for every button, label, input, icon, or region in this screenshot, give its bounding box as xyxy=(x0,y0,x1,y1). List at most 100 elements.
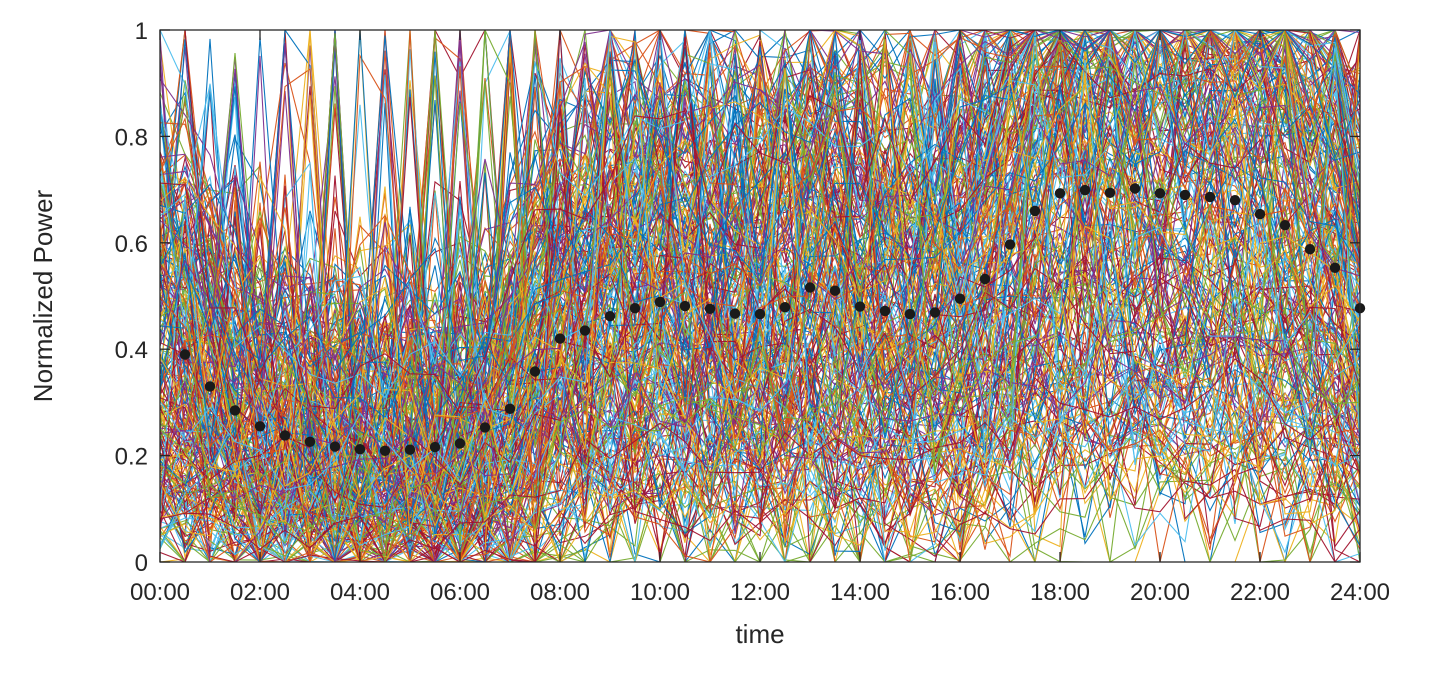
x-tick-label: 22:00 xyxy=(1230,579,1290,606)
mean-point xyxy=(279,430,291,441)
household-line xyxy=(160,30,1360,562)
mean-profile-markers xyxy=(179,183,1366,456)
mean-point xyxy=(229,405,241,416)
mean-point xyxy=(629,303,641,314)
x-tick-label: 02:00 xyxy=(230,579,290,606)
household-line xyxy=(160,35,1360,534)
mean-point xyxy=(954,293,966,304)
household-line xyxy=(160,30,1360,477)
y-tick-label: 0.6 xyxy=(115,231,148,258)
mean-point xyxy=(1179,189,1191,201)
household-line xyxy=(160,30,1360,435)
household-line xyxy=(160,45,1360,419)
mean-point xyxy=(1229,195,1241,206)
mean-point xyxy=(429,441,441,453)
mean-point xyxy=(354,444,366,455)
household-line xyxy=(160,30,1360,491)
mean-point xyxy=(1079,184,1091,196)
household-line xyxy=(160,30,1360,561)
mean-point xyxy=(804,282,816,293)
household-line xyxy=(160,378,1360,562)
household-line xyxy=(160,282,1360,562)
x-tick-label: 18:00 xyxy=(1030,579,1090,606)
y-tick-label: 0 xyxy=(135,550,148,577)
mean-point xyxy=(904,308,916,320)
mean-point xyxy=(529,366,541,377)
mean-point xyxy=(604,311,616,322)
x-tick-label: 00:00 xyxy=(130,579,190,606)
mean-point xyxy=(754,308,766,320)
household-line xyxy=(160,84,1360,531)
x-tick-label: 10:00 xyxy=(630,579,690,606)
mean-point xyxy=(1204,191,1216,203)
household-line xyxy=(160,42,1360,457)
mean-point xyxy=(1054,188,1066,199)
mean-point xyxy=(704,303,716,314)
x-tick-label: 08:00 xyxy=(530,579,590,606)
x-axis-label: time xyxy=(735,619,784,649)
household-line xyxy=(160,61,1360,546)
mean-point xyxy=(779,302,791,313)
mean-point xyxy=(829,285,841,296)
x-tick-label: 06:00 xyxy=(430,579,490,606)
y-tick-label: 1 xyxy=(135,18,148,45)
mean-point xyxy=(979,273,991,285)
household-line xyxy=(160,30,1360,458)
household-line xyxy=(160,319,1360,501)
mean-point xyxy=(1279,220,1291,231)
household-profile-lines xyxy=(160,30,1360,562)
mean-point xyxy=(304,436,316,447)
household-line xyxy=(160,30,1360,438)
household-line xyxy=(160,30,1360,420)
mean-point xyxy=(479,422,491,433)
mean-point xyxy=(1254,208,1266,220)
household-line xyxy=(160,30,1360,533)
mean-point xyxy=(504,403,516,414)
x-tick-label: 14:00 xyxy=(830,579,890,606)
mean-point xyxy=(329,441,341,452)
x-axis-ticks: 00:00 02:00 04:00 06:00 08:00 10:00 12:00 14:00… xyxy=(130,30,1390,606)
household-line xyxy=(160,30,1360,562)
household-line xyxy=(160,30,1360,546)
x-tick-label: 04:00 xyxy=(330,579,390,606)
household-line xyxy=(160,30,1360,372)
mean-point xyxy=(1029,205,1041,217)
y-tick-label: 0.4 xyxy=(115,337,148,364)
household-line xyxy=(160,410,1360,562)
mean-point xyxy=(404,444,416,455)
x-tick-label: 12:00 xyxy=(730,579,790,606)
mean-point xyxy=(454,438,466,449)
mean-point xyxy=(179,349,191,360)
mean-point xyxy=(554,333,566,344)
y-axis-ticks: 0 0.2 0.4 0.6 0.8 1 xyxy=(115,18,1360,577)
household-line xyxy=(160,30,1360,399)
mean-point xyxy=(1004,239,1016,250)
x-tick-label: 20:00 xyxy=(1130,579,1190,606)
household-line xyxy=(160,30,1360,468)
household-line xyxy=(160,30,1360,443)
household-line xyxy=(160,30,1360,446)
mean-point xyxy=(1304,244,1316,255)
mean-point xyxy=(854,301,866,312)
household-line xyxy=(160,30,1360,340)
household-line xyxy=(160,30,1360,562)
household-line xyxy=(160,30,1360,538)
mean-point xyxy=(679,300,691,312)
household-line xyxy=(160,30,1360,415)
mean-point xyxy=(654,296,666,308)
household-line xyxy=(160,320,1360,562)
y-tick-label: 0.2 xyxy=(115,444,148,471)
household-line xyxy=(160,30,1360,511)
mean-point xyxy=(1104,187,1116,198)
household-line xyxy=(160,30,1360,399)
mean-point xyxy=(1154,188,1166,199)
household-line xyxy=(160,252,1360,554)
household-line xyxy=(160,30,1360,427)
household-line xyxy=(160,30,1360,562)
household-line xyxy=(160,30,1360,368)
mean-point xyxy=(1129,183,1141,194)
household-line xyxy=(160,30,1360,528)
y-axis-label: Normalized Power xyxy=(28,189,58,402)
household-line xyxy=(160,283,1360,557)
